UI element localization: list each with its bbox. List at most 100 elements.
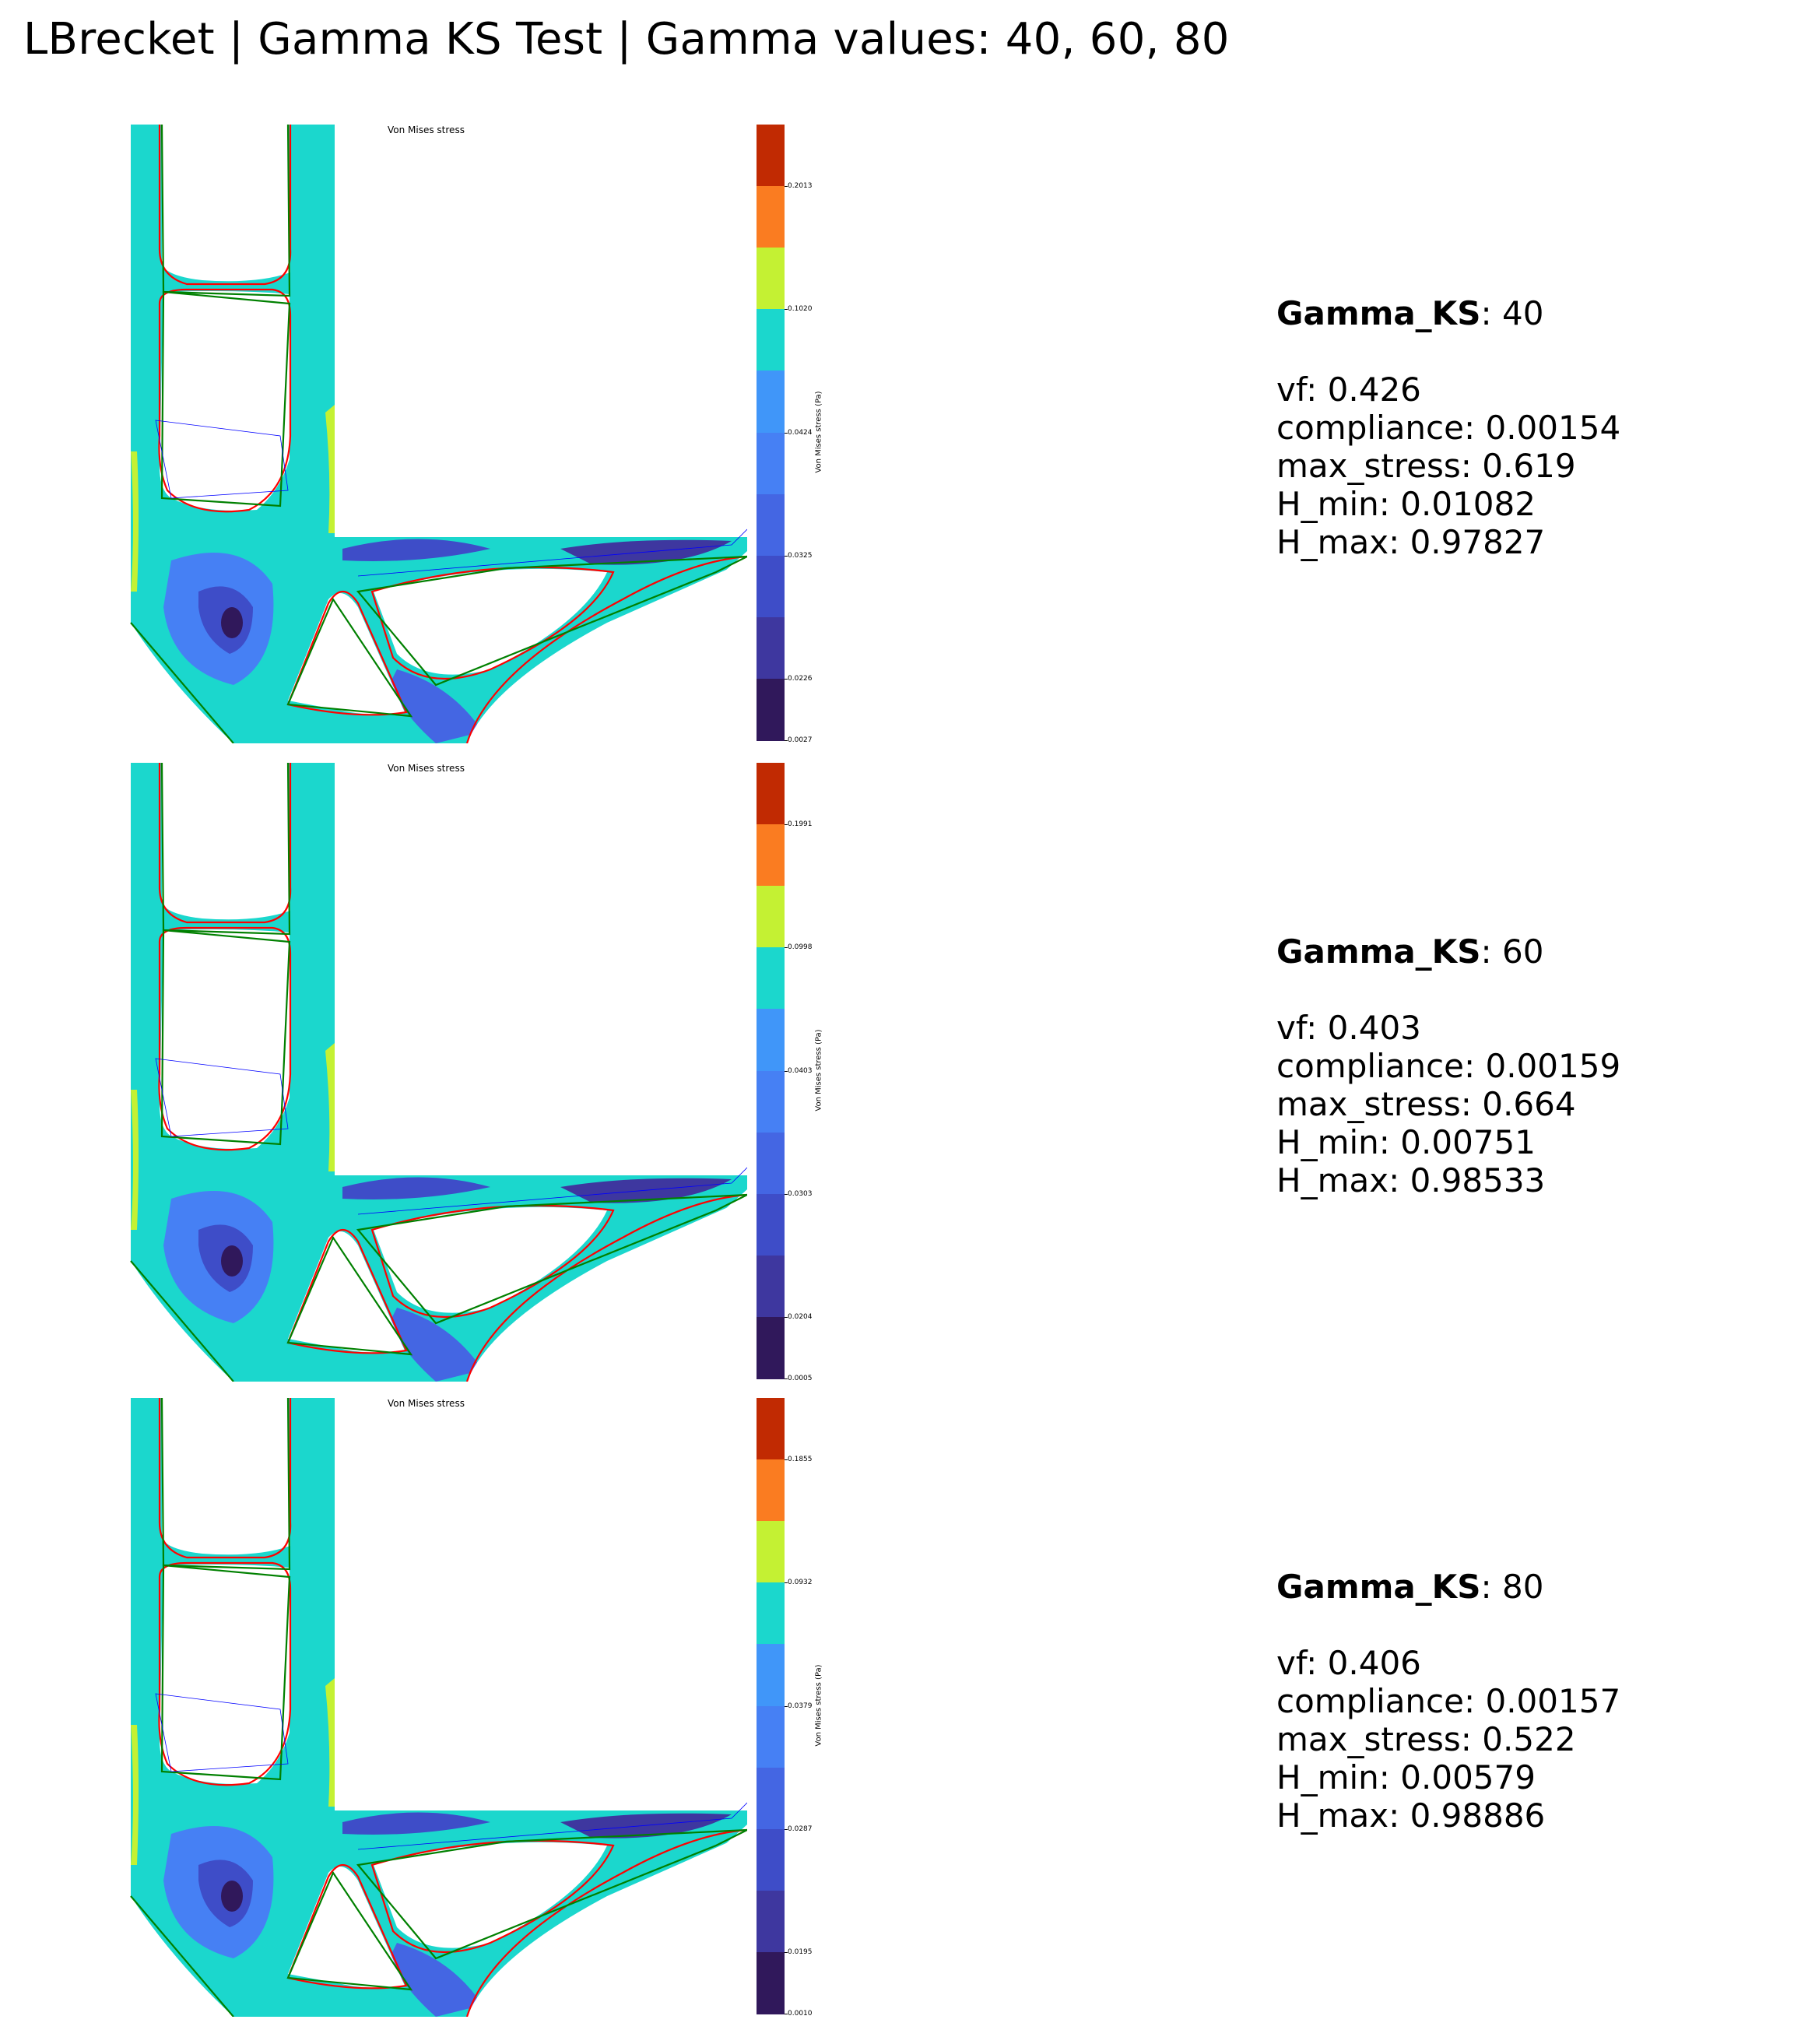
stats-block: Gamma_KS: 40 vf: 0.426 compliance: 0.001…: [1276, 294, 1620, 561]
colorbar-segment: [757, 1316, 785, 1379]
colorbar-tick-label: 0.0403: [788, 1066, 813, 1075]
stat-max-stress: max_stress: 0.619: [1276, 447, 1576, 485]
colorbar-segment: [757, 1951, 785, 2014]
high-stress-strip: [131, 1725, 139, 1865]
component-polygon: [160, 1564, 291, 1781]
colorbar-tick-mark: [785, 947, 788, 949]
colorbar-tick-label: 0.0998: [788, 943, 813, 952]
result-panel-gamma-80: Von Mises stress Von Mises stress (Pa) G…: [0, 1398, 1801, 2028]
level-set-boundary: [465, 1828, 747, 2017]
component-polygon: [160, 125, 291, 297]
colorbar-tick-label: 0.1020: [788, 305, 813, 314]
hole: [162, 763, 290, 920]
colorbar-tick-label: 0.0303: [788, 1189, 813, 1198]
high-stress-strip: [131, 1090, 139, 1230]
component-outline: [357, 529, 747, 577]
component-polygon: [286, 1870, 413, 1991]
component-polygon: [356, 1828, 747, 1960]
component-polygon: [160, 929, 291, 1146]
gamma-value: : 40: [1480, 294, 1544, 332]
plot-title: Von Mises stress: [388, 763, 465, 774]
colorbar: [757, 763, 785, 1379]
colorbar-tick-label: 0.0204: [788, 1312, 813, 1321]
hole: [160, 1565, 290, 1784]
colorbar-tick-mark: [785, 555, 788, 557]
stat-compliance: compliance: 0.00157: [1276, 1682, 1621, 1720]
level-set-boundary: [370, 566, 615, 680]
component-polygon: [130, 1895, 234, 2017]
colorbar-segment: [757, 309, 785, 371]
high-stress-strip: [131, 451, 139, 592]
stat-h-max: H_max: 0.98886: [1276, 1796, 1546, 1835]
hole: [374, 1842, 607, 1948]
component-outline: [155, 1693, 289, 1772]
stat-vf: vf: 0.403: [1276, 1009, 1421, 1047]
colorbar-tick-label: 0.0932: [788, 1579, 813, 1587]
component-polygon: [286, 597, 413, 718]
stat-max-stress: max_stress: 0.664: [1276, 1085, 1576, 1123]
gamma-label: Gamma_KS: [1276, 932, 1481, 971]
stat-h-max: H_max: 0.97827: [1276, 523, 1546, 561]
colorbar-tick-label: 0.0027: [788, 736, 813, 744]
gamma-value: : 80: [1480, 1568, 1544, 1606]
low-stress-basin: [389, 1308, 483, 1382]
stat-compliance: compliance: 0.00159: [1276, 1047, 1621, 1085]
component-outline: [155, 420, 289, 499]
colorbar-segment: [757, 555, 785, 618]
plot-title: Von Mises stress: [388, 125, 465, 135]
colorbar-segment: [757, 947, 785, 1010]
colorbar-tick-label: 0.0325: [788, 551, 813, 560]
colorbar-tick-mark: [785, 1828, 788, 1830]
colorbar-tick-label: 0.0010: [788, 2010, 813, 2018]
low-stress-core: [221, 607, 243, 638]
low-stress-basin: [342, 1177, 490, 1199]
component-polygon: [356, 1193, 747, 1325]
stat-h-min: H_min: 0.00579: [1276, 1758, 1536, 1796]
colorbar-segment: [757, 886, 785, 948]
component-polygon: [160, 290, 291, 507]
low-stress-basin: [560, 539, 732, 565]
colorbar-tick-label: 0.0226: [788, 674, 813, 683]
colorbar-segment: [757, 248, 785, 310]
void-region: [467, 560, 747, 743]
von-mises-stress-plot: [130, 763, 747, 1382]
colorbar-tick-mark: [785, 1378, 788, 1379]
colorbar-tick-label: 0.0005: [788, 1375, 813, 1382]
level-set-boundary: [370, 1204, 615, 1319]
von-mises-stress-plot: [130, 125, 747, 743]
colorbar-tick-label: 0.0195: [788, 1947, 813, 1956]
component-polygon: [160, 1398, 291, 1571]
low-stress-basin: [389, 669, 483, 743]
level-set-boundary: [286, 1228, 408, 1354]
colorbar-segment: [757, 1193, 785, 1256]
colorbar-segment: [757, 432, 785, 495]
hole: [288, 593, 405, 715]
level-set-boundary: [286, 590, 408, 716]
gamma-label: Gamma_KS: [1276, 294, 1481, 332]
colorbar-segment: [757, 186, 785, 248]
colorbar-tick-label: 0.0424: [788, 428, 813, 437]
colorbar-tick-label: 0.1991: [788, 820, 813, 829]
component-polygon: [130, 622, 234, 743]
colorbar-tick-mark: [785, 309, 788, 311]
stat-vf: vf: 0.406: [1276, 1644, 1421, 1682]
von-mises-stress-plot: [130, 1398, 747, 2017]
colorbar-segment: [757, 1644, 785, 1707]
colorbar-segment: [757, 1582, 785, 1645]
stat-h-min: H_min: 0.01082: [1276, 485, 1536, 523]
component-polygon: [356, 555, 747, 687]
colorbar-segment: [757, 1255, 785, 1318]
colorbar-segment: [757, 824, 785, 887]
colorbar-tick-mark: [785, 1316, 788, 1318]
hole: [160, 929, 290, 1149]
colorbar-segment: [757, 616, 785, 680]
level-set-boundary: [158, 926, 292, 1151]
void-region: [467, 1199, 747, 1382]
colorbar-label: Von Mises stress (Pa): [814, 391, 823, 473]
colorbar-segment: [757, 1132, 785, 1195]
colorbar-segment: [757, 1398, 785, 1460]
colorbar-segment: [757, 1705, 785, 1768]
low-stress-basin: [560, 1178, 732, 1203]
colorbar-segment: [757, 1828, 785, 1891]
colorbar-label: Von Mises stress (Pa): [814, 1029, 823, 1112]
